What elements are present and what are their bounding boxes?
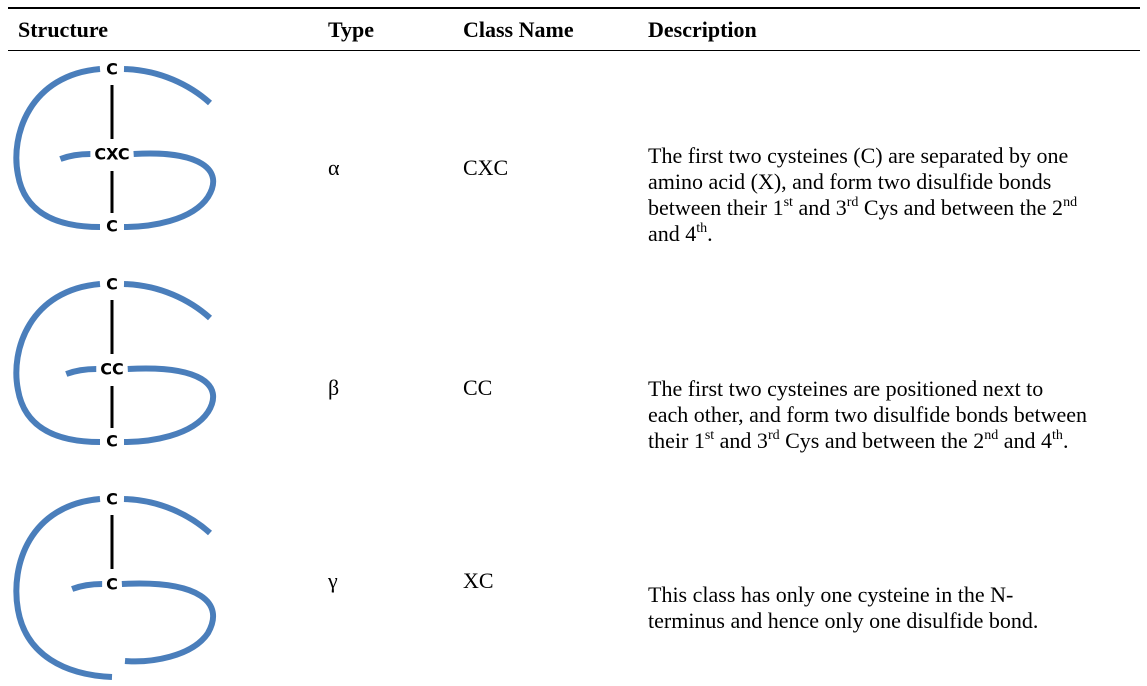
description-cell: The first two cysteines (C) are separate…: [648, 143, 1088, 247]
superscript: nd: [1063, 195, 1078, 210]
backbone-arc: [123, 281, 213, 321]
top-rule: [8, 7, 1140, 9]
description-text: The first two cysteines are positioned n…: [648, 376, 1087, 453]
backbone-arc: [121, 580, 216, 665]
cysteine-label: CC: [100, 360, 123, 379]
class-name-cell: CXC: [463, 155, 509, 180]
description-text: The first two cysteines (C) are separate…: [648, 143, 1069, 220]
superscript: rd: [767, 428, 780, 443]
column-header: Description: [648, 17, 757, 42]
cysteine-label: C: [106, 575, 118, 594]
description-text: This class has only one cysteine in the …: [648, 582, 1039, 633]
description-text: .: [707, 221, 713, 246]
cysteine-label: C: [106, 217, 118, 236]
type-cell: β: [328, 375, 340, 400]
description-text: and 3: [714, 428, 768, 453]
backbone-arc: [13, 496, 113, 680]
description-cell: The first two cysteines are positioned n…: [648, 376, 1088, 454]
description-text: and 4: [648, 221, 697, 246]
description-text: Cys and between the 2: [858, 195, 1064, 220]
cysteine-label: CXC: [94, 145, 129, 164]
superscript: st: [704, 428, 715, 443]
class-name-cell: XC: [463, 568, 494, 593]
backbone-arc: [59, 151, 91, 162]
type-cell: α: [328, 155, 340, 180]
backbone-arc: [71, 581, 103, 592]
superscript: st: [783, 195, 793, 210]
backbone-arc: [65, 366, 97, 377]
column-header: Structure: [18, 17, 109, 42]
backbone-arc: [123, 365, 216, 445]
description-text: and 3: [792, 195, 847, 220]
header-rule: [8, 50, 1140, 51]
cysteine-label: C: [106, 60, 118, 79]
cysteine-label: C: [106, 490, 118, 509]
backbone-arc: [123, 66, 213, 106]
structure-diagram: CC: [13, 490, 216, 680]
superscript: nd: [984, 428, 999, 443]
superscript: rd: [846, 195, 859, 210]
cysteine-label: C: [106, 275, 118, 294]
backbone-arc: [123, 496, 213, 536]
column-header: Class Name: [463, 17, 574, 42]
type-cell: γ: [328, 568, 338, 593]
superscript: th: [1052, 428, 1063, 443]
superscript: th: [696, 221, 708, 236]
backbone-arc: [123, 150, 217, 230]
description-text: and 4: [998, 428, 1053, 453]
column-header: Type: [328, 17, 375, 42]
backbone-arc: [13, 66, 101, 230]
description-text: .: [1062, 428, 1069, 453]
cysteine-label: C: [106, 432, 118, 451]
backbone-arc: [13, 281, 101, 445]
description-text: Cys and between the 2: [779, 428, 985, 453]
class-name-cell: CC: [463, 375, 493, 400]
structure-diagram: C CXC C: [13, 60, 217, 236]
description-cell: This class has only one cysteine in the …: [648, 582, 1088, 634]
